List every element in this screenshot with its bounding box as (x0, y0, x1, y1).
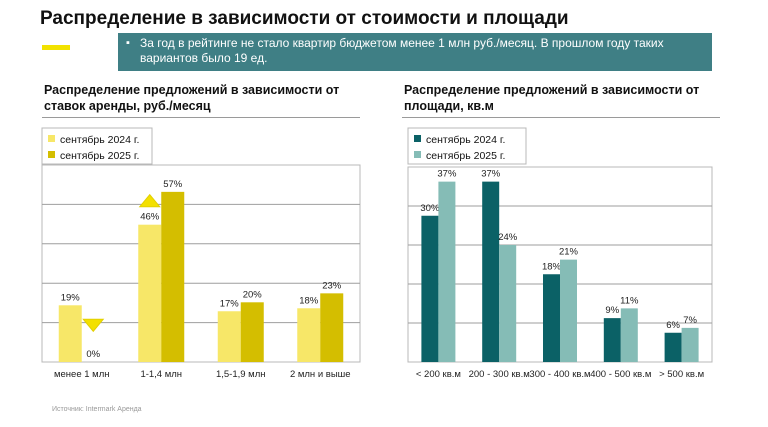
left-data-label: 0% (86, 349, 100, 360)
left-category-label: 1-1,4 млн (140, 369, 182, 380)
left-legend-label-1: сентябрь 2024 г. (60, 134, 139, 146)
accent-bar (42, 45, 70, 50)
right-chart: сентябрь 2024 г. сентябрь 2025 г. 30% 37% < … (407, 127, 713, 380)
right-panel-rule (402, 117, 720, 118)
right-data-label: 6% (666, 320, 680, 331)
left-data-label: 17% (220, 298, 240, 309)
right-bar (664, 332, 682, 362)
left-panel-title-line-2: ставок аренды, руб./месяц (44, 99, 211, 113)
left-chart: сентябрь 2024 г. сентябрь 2025 г. 19% 0% мен… (41, 127, 361, 380)
right-bar (681, 327, 699, 362)
left-data-label: 19% (61, 292, 81, 303)
right-panel-title-line-2: площади, кв.м (404, 99, 494, 113)
right-data-label: 30% (420, 203, 440, 214)
left-data-label: 18% (299, 295, 319, 306)
left-bar (58, 305, 82, 362)
left-bar (161, 191, 185, 362)
left-panel-rule (42, 117, 360, 118)
change-up-marker (138, 193, 161, 208)
left-legend-label-2: сентябрь 2025 г. (60, 150, 139, 162)
left-bar (297, 308, 321, 362)
right-category-label: < 200 кв.м (416, 369, 461, 380)
right-panel-title: Распределение предложений в зависимости … (404, 82, 699, 114)
right-bar (543, 274, 560, 362)
left-plot-frame (41, 164, 361, 363)
right-legend-swatch-1 (414, 135, 421, 142)
left-category-label: 2 млн и выше (290, 369, 351, 380)
left-panel-title-line-1: Распределение предложений в зависимости … (44, 83, 340, 97)
right-bar (560, 259, 577, 362)
right-data-label: 18% (542, 261, 562, 272)
note-box: ▪ За год в рейтинге не стало квартир бюд… (118, 33, 712, 71)
right-legend-box (407, 127, 527, 165)
right-data-label: 11% (620, 295, 639, 306)
note-bullet: ▪ (126, 37, 130, 49)
right-bar (438, 181, 456, 362)
right-data-label: 7% (683, 315, 697, 326)
left-bar (240, 302, 264, 362)
left-data-label: 20% (243, 289, 263, 300)
left-legend-box (41, 127, 153, 165)
right-category-label: > 500 кв.м (659, 369, 704, 380)
right-bar (499, 245, 517, 362)
left-bar (320, 293, 344, 362)
right-category-label: 300 - 400 кв.м (529, 369, 590, 380)
left-bar (217, 311, 241, 362)
right-legend-label-1: сентябрь 2024 г. (426, 134, 505, 146)
left-data-label: 23% (322, 280, 342, 291)
right-data-label: 37% (481, 169, 501, 180)
left-data-label: 46% (140, 212, 160, 223)
right-category-label: 400 - 500 кв.м (590, 369, 651, 380)
right-data-label: 24% (498, 232, 518, 243)
right-bar (603, 318, 621, 362)
right-category-label: 200 - 300 кв.м (469, 369, 530, 380)
right-bar (620, 308, 638, 362)
left-category-label: 1,5-1,9 млн (216, 369, 266, 380)
page-title: Распределение в зависимости от стоимости… (40, 8, 569, 29)
right-data-label: 37% (437, 169, 457, 180)
right-data-label: 21% (559, 247, 579, 258)
right-bar (482, 181, 500, 362)
left-legend-swatch-2 (48, 151, 55, 158)
right-legend-swatch-2 (414, 151, 421, 158)
note-text: За год в рейтинге не стало квартир бюдже… (140, 36, 664, 65)
left-bar (138, 224, 162, 362)
left-panel-title: Распределение предложений в зависимости … (44, 82, 339, 114)
right-legend-label-2: сентябрь 2025 г. (426, 150, 505, 162)
right-data-label: 9% (605, 305, 619, 316)
right-panel-title-line-1: Распределение предложений в зависимости … (404, 83, 700, 97)
left-data-label: 57% (163, 179, 183, 190)
left-category-label: менее 1 млн (54, 369, 110, 380)
left-legend-swatch-1 (48, 135, 55, 142)
right-bar (421, 215, 439, 362)
source-note: Источник: Intermark Аренда (52, 406, 142, 413)
change-down-marker (82, 318, 105, 333)
